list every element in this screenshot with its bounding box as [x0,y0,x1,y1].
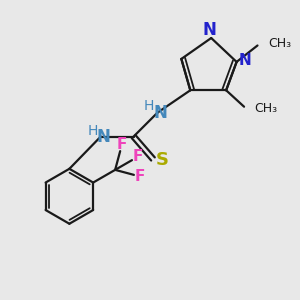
Text: CH₃: CH₃ [268,38,291,50]
Text: N: N [96,128,110,146]
Text: N: N [154,104,167,122]
Text: F: F [135,169,146,184]
Text: N: N [203,21,217,39]
Text: S: S [155,152,168,169]
Text: H: H [143,99,154,113]
Text: F: F [133,149,143,164]
Text: F: F [117,137,127,152]
Text: CH₃: CH₃ [254,102,278,115]
Text: N: N [238,53,251,68]
Text: H: H [87,124,98,138]
